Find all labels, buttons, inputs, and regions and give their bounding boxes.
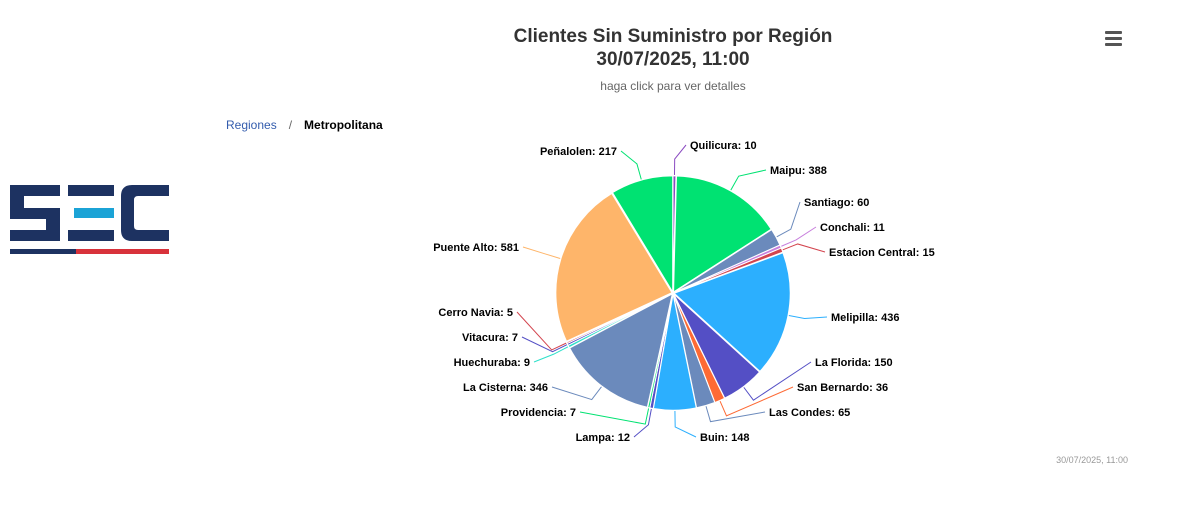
pie-slices (555, 175, 791, 411)
breadcrumb-current: Metropolitana (304, 118, 383, 132)
connector-las-condes (705, 406, 766, 423)
data-label-penalolen[interactable]: Peñalolen: 217 (540, 146, 617, 158)
data-label-huechuraba[interactable]: Huechuraba: 9 (454, 357, 530, 369)
data-label-buin[interactable]: Buin: 148 (700, 432, 750, 444)
pie-slice-penalolen[interactable] (611, 175, 674, 294)
data-label-providencia[interactable]: Providencia: 7 (501, 407, 576, 419)
connector-huechuraba (533, 346, 569, 363)
logo-stripe-blue (10, 249, 76, 254)
sec-logo (10, 185, 169, 254)
data-label-conchali[interactable]: Conchali: 11 (820, 222, 885, 234)
logo-letter-s (10, 185, 60, 241)
breadcrumb-separator: / (288, 118, 293, 132)
logo-letter-c (121, 185, 169, 241)
connector-santiago (776, 201, 801, 238)
data-label-maipu[interactable]: Maipu: 388 (770, 165, 827, 177)
pie-connectors (516, 144, 828, 438)
data-label-la-cisterna[interactable]: La Cisterna: 346 (463, 382, 548, 394)
chart-title-line1: Clientes Sin Suministro por Región (513, 26, 833, 47)
chart-title: Clientes Sin Suministro por Región 30/07… (323, 25, 1023, 71)
data-label-san-bernardo[interactable]: San Bernardo: 36 (797, 382, 888, 394)
hamburger-icon-bar-1 (1105, 30, 1122, 34)
pie-slice-cerro-navia[interactable] (565, 293, 673, 345)
chart-subtitle: haga click para ver detalles (600, 79, 746, 93)
hamburger-icon-bar-2 (1105, 36, 1122, 40)
pie-slice-providencia[interactable] (647, 294, 674, 409)
pie-slice-la-cisterna[interactable] (568, 293, 673, 408)
pie-labels: Quilicura: 10 Maipu: 388 Santiago: 60 Conch… (433, 140, 935, 444)
connector-cerro-navia (516, 311, 567, 351)
pie-slice-maipu[interactable] (673, 175, 772, 293)
breadcrumb-regiones-link[interactable]: Regiones (226, 118, 277, 132)
data-label-las-condes[interactable]: Las Condes: 65 (769, 407, 850, 419)
connector-providencia (579, 408, 650, 425)
chart-title-line2: 30/07/2025, 11:00 (596, 49, 750, 70)
breadcrumb: Regiones / Metropolitana (226, 118, 383, 132)
connector-san-bernardo (719, 386, 794, 417)
data-label-puente-alto[interactable]: Puente Alto: 581 (433, 242, 519, 254)
hamburger-menu-button[interactable] (1102, 28, 1126, 48)
connector-estacion-central (782, 243, 826, 253)
connector-vitacura (521, 336, 568, 353)
logo-stripe-red (76, 249, 169, 254)
data-label-estacion-central[interactable]: Estacion Central: 15 (829, 247, 935, 259)
connector-melipilla (788, 314, 828, 319)
data-label-melipilla[interactable]: Melipilla: 436 (831, 312, 899, 324)
data-label-vitacura[interactable]: Vitacura: 7 (462, 332, 518, 344)
data-label-quilicura[interactable]: Quilicura: 10 (690, 140, 757, 152)
connector-penalolen (620, 150, 642, 180)
data-label-cerro-navia[interactable]: Cerro Navia: 5 (438, 307, 513, 319)
pie-slice-estacion-central[interactable] (673, 247, 784, 294)
pie-slice-melipilla[interactable] (673, 252, 791, 373)
logo-letter-e (68, 185, 114, 241)
data-label-lampa[interactable]: Lampa: 12 (576, 432, 630, 444)
connector-puente-alto (522, 246, 561, 259)
data-label-la-florida[interactable]: La Florida: 150 (815, 357, 893, 369)
connector-conchali (781, 226, 817, 247)
connector-lampa (633, 408, 652, 438)
data-label-santiago[interactable]: Santiago: 60 (804, 197, 869, 209)
pie-slice-puente-alto[interactable] (555, 192, 673, 342)
chart-timestamp: 30/07/2025, 11:00 (1056, 455, 1128, 465)
connector-quilicura (673, 144, 687, 176)
connector-buin (674, 410, 697, 438)
connector-la-cisterna (551, 386, 602, 401)
connector-maipu (730, 169, 767, 191)
connector-la-florida (743, 361, 812, 401)
hamburger-icon-bar-3 (1105, 42, 1122, 46)
